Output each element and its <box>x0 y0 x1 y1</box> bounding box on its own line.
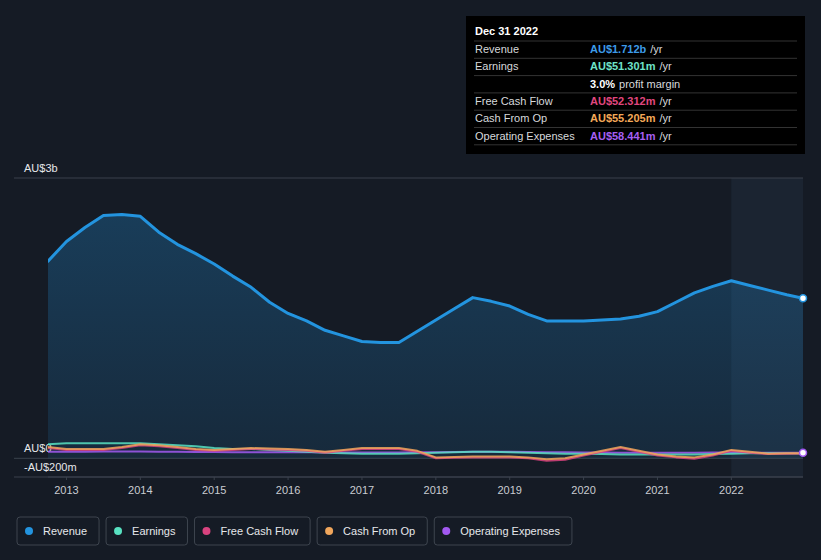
grid-line <box>14 178 803 179</box>
legend-label: Cash From Op <box>343 525 415 537</box>
chart: -AU$200m AU$0 AU$3b 2013 2014 2015 2016 2017 201… <box>0 0 821 560</box>
x-axis-line <box>48 477 803 478</box>
legend-box[interactable] <box>194 517 310 545</box>
tooltip: Dec 31 2022 Revenue AU$1.712b/yr Earnings AU… <box>466 16 805 154</box>
tooltip-title: Dec 31 2022 <box>475 25 538 37</box>
legend-item[interactable]: Free Cash Flow <box>194 517 310 545</box>
x-tick-label: 2018 <box>424 484 448 496</box>
tooltip-label: Earnings <box>475 60 519 72</box>
tooltip-label: Free Cash Flow <box>475 95 553 107</box>
tooltip-value: AU$52.312m <box>590 95 656 107</box>
tooltip-bg <box>466 16 805 154</box>
tooltip-sep <box>474 58 797 59</box>
tooltip-unit: /yr <box>650 43 663 55</box>
x-tick-label: 2015 <box>202 484 226 496</box>
end-marker <box>800 449 807 456</box>
x-tick-label: 2016 <box>276 484 300 496</box>
legend-label: Revenue <box>43 525 87 537</box>
legend-label: Earnings <box>132 525 176 537</box>
tooltip-label: Revenue <box>475 43 519 55</box>
legend: Revenue Earnings Free Cash Flow Cash From O… <box>17 517 572 545</box>
legend-swatch <box>325 527 333 535</box>
area-fill <box>48 214 803 458</box>
tooltip-value: AU$1.712b <box>590 43 647 55</box>
x-tick-label: 2020 <box>571 484 595 496</box>
x-tick-label: 2019 <box>497 484 521 496</box>
grid-line <box>14 477 803 478</box>
plot <box>48 214 803 460</box>
legend-box[interactable] <box>434 517 572 545</box>
legend-box[interactable] <box>17 517 99 545</box>
legend-swatch <box>442 527 450 535</box>
x-tick-label: 2022 <box>719 484 743 496</box>
tooltip-unit: /yr <box>659 130 672 142</box>
tooltip-value: AU$51.301m <box>590 60 656 72</box>
tooltip-sep <box>474 41 797 42</box>
series-line <box>48 444 803 459</box>
legend-item[interactable]: Revenue <box>17 517 99 545</box>
tooltip-label: Operating Expenses <box>475 130 575 142</box>
legend-label: Free Cash Flow <box>220 525 298 537</box>
tooltip-value: 3.0% <box>590 78 615 90</box>
tooltip-unit: /yr <box>659 95 672 107</box>
legend-swatch <box>25 527 33 535</box>
tooltip-unit: /yr <box>659 60 672 72</box>
y-tick-label: AU$0 <box>24 442 52 454</box>
tooltip-value: AU$55.205m <box>590 112 656 124</box>
legend-box[interactable] <box>317 517 427 545</box>
legend-label: Operating Expenses <box>460 525 560 537</box>
tooltip-unit: profit margin <box>619 78 680 90</box>
series-line <box>48 214 803 342</box>
end-marker <box>800 295 807 302</box>
tooltip-sep <box>474 92 797 93</box>
y-tick-label: -AU$200m <box>24 461 77 473</box>
tooltip-value: AU$58.441m <box>590 130 656 142</box>
background <box>0 0 821 560</box>
tooltip-sep <box>474 144 797 145</box>
tooltip-sep <box>474 110 797 111</box>
x-tick-label: 2013 <box>54 484 78 496</box>
legend-item[interactable]: Cash From Op <box>317 517 427 545</box>
legend-item[interactable]: Earnings <box>106 517 187 545</box>
series-line <box>48 445 803 460</box>
tooltip-label: Cash From Op <box>475 112 547 124</box>
x-tick-label: 2021 <box>645 484 669 496</box>
legend-swatch <box>202 527 210 535</box>
legend-box[interactable] <box>106 517 187 545</box>
legend-swatch <box>114 527 122 535</box>
y-tick-label: AU$3b <box>24 162 58 174</box>
tooltip-sep <box>474 75 797 76</box>
tooltip-sep <box>474 127 797 128</box>
tooltip-unit: /yr <box>659 112 672 124</box>
x-tick-label: 2014 <box>128 484 152 496</box>
legend-item[interactable]: Operating Expenses <box>434 517 572 545</box>
x-tick-label: 2017 <box>350 484 374 496</box>
